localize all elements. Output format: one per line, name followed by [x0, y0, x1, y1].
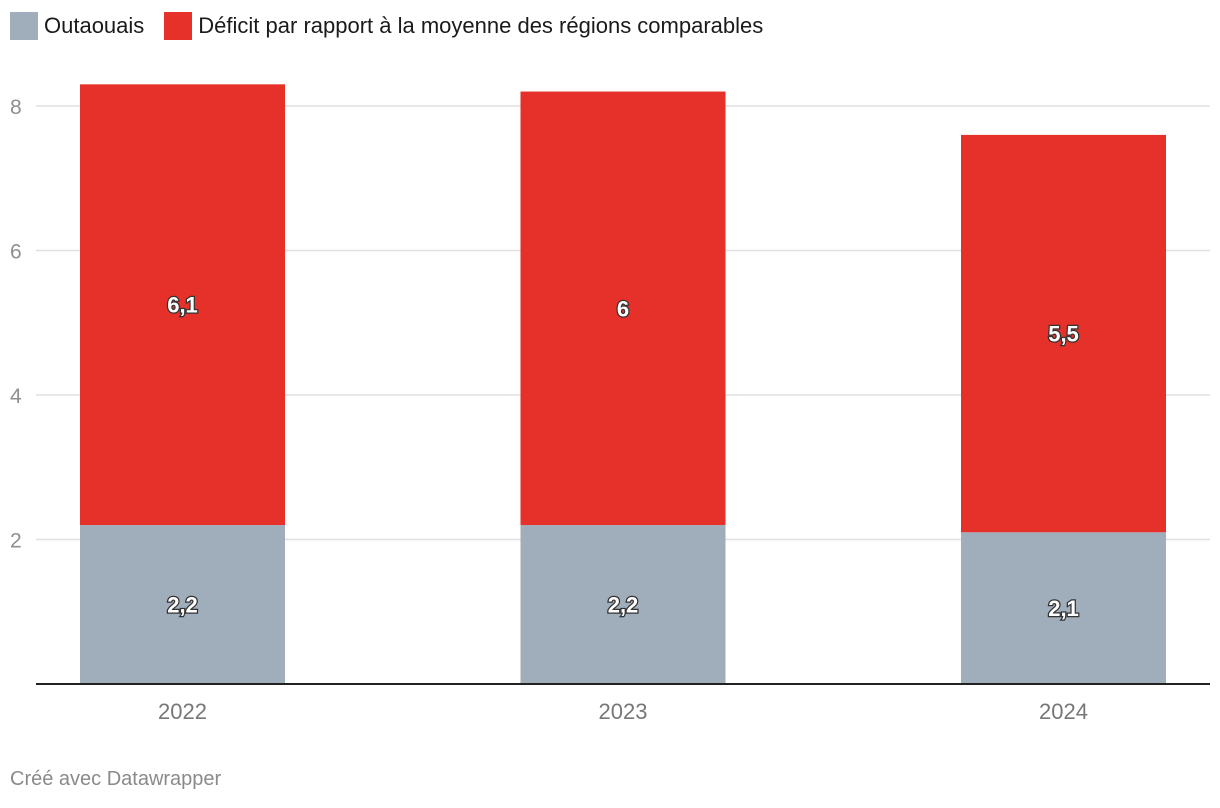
legend-item-outaouais: Outaouais [10, 12, 144, 40]
y-tick-label: 2 [10, 530, 22, 553]
y-tick-label: 6 [10, 241, 22, 264]
bar-deficit [80, 84, 285, 526]
bar-deficit [520, 91, 726, 526]
x-tick-label: 2024 [1039, 699, 1088, 724]
bar-outaouais [80, 525, 285, 684]
bar-outaouais [520, 525, 726, 684]
legend-label-outaouais: Outaouais [44, 13, 145, 38]
bar-outaouais [961, 532, 1166, 684]
legend-item-deficit: Déficit par rapport à la moyenne des rég… [164, 12, 763, 40]
legend-swatch-outaouais [10, 12, 38, 40]
data-label-deficit: 6,1 [167, 293, 198, 318]
footer-credit: Créé avec Datawrapper [10, 768, 222, 790]
data-label-outaouais: 2,1 [1048, 596, 1079, 621]
data-label-deficit: 6 [617, 296, 629, 321]
legend: Outaouais Déficit par rapport à la moyen… [10, 12, 783, 40]
y-tick-label: 4 [10, 385, 22, 408]
legend-label-deficit: Déficit par rapport à la moyenne des rég… [198, 13, 764, 38]
bar-deficit [961, 134, 1166, 533]
stacked-bar-chart: 2 4 6 8 2,2 6,1 2022 2,2 6 2023 2,1 5,5 2024 [10, 84, 1210, 724]
x-tick-label: 2023 [599, 699, 648, 724]
x-tick-label: 2022 [158, 699, 207, 724]
y-tick-label: 8 [10, 96, 22, 119]
data-label-outaouais: 2,2 [608, 593, 639, 618]
data-label-deficit: 5,5 [1048, 322, 1079, 347]
legend-swatch-deficit [164, 12, 193, 40]
data-label-outaouais: 2,2 [167, 593, 198, 618]
